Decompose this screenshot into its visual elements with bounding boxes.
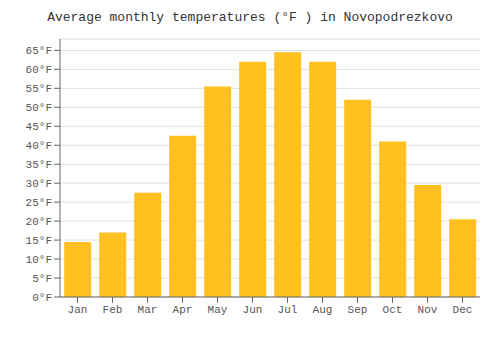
svg-text:Feb: Feb: [103, 304, 123, 316]
svg-text:Jun: Jun: [243, 304, 263, 316]
svg-text:40°F: 40°F: [26, 140, 52, 152]
svg-text:10°F: 10°F: [26, 254, 52, 266]
svg-text:Apr: Apr: [173, 304, 193, 316]
svg-text:Dec: Dec: [453, 304, 473, 316]
svg-text:5°F: 5°F: [32, 273, 52, 285]
svg-text:20°F: 20°F: [26, 216, 52, 228]
svg-text:Jul: Jul: [278, 304, 298, 316]
svg-text:15°F: 15°F: [26, 235, 52, 247]
svg-text:Jan: Jan: [68, 304, 88, 316]
svg-text:45°F: 45°F: [26, 121, 52, 133]
html-text:Average monthly temperatures (: Average monthly temperatures (°F ) in No…: [47, 10, 453, 25]
svg-text:Mar: Mar: [138, 304, 158, 316]
svg-text:May: May: [208, 304, 228, 316]
svg-text:25°F: 25°F: [26, 197, 52, 209]
svg-text:0°F: 0°F: [32, 292, 52, 304]
svg-text:Sep: Sep: [348, 304, 368, 316]
svg-text:Nov: Nov: [418, 304, 438, 316]
svg-text:55°F: 55°F: [26, 83, 52, 95]
svg-text:Aug: Aug: [313, 304, 333, 316]
svg-text:30°F: 30°F: [26, 178, 52, 190]
svg-text:60°F: 60°F: [26, 64, 52, 76]
svg-text:65°F: 65°F: [26, 45, 52, 57]
svg-text:Oct: Oct: [383, 304, 403, 316]
svg-text:50°F: 50°F: [26, 102, 52, 114]
svg-text:35°F: 35°F: [26, 159, 52, 171]
